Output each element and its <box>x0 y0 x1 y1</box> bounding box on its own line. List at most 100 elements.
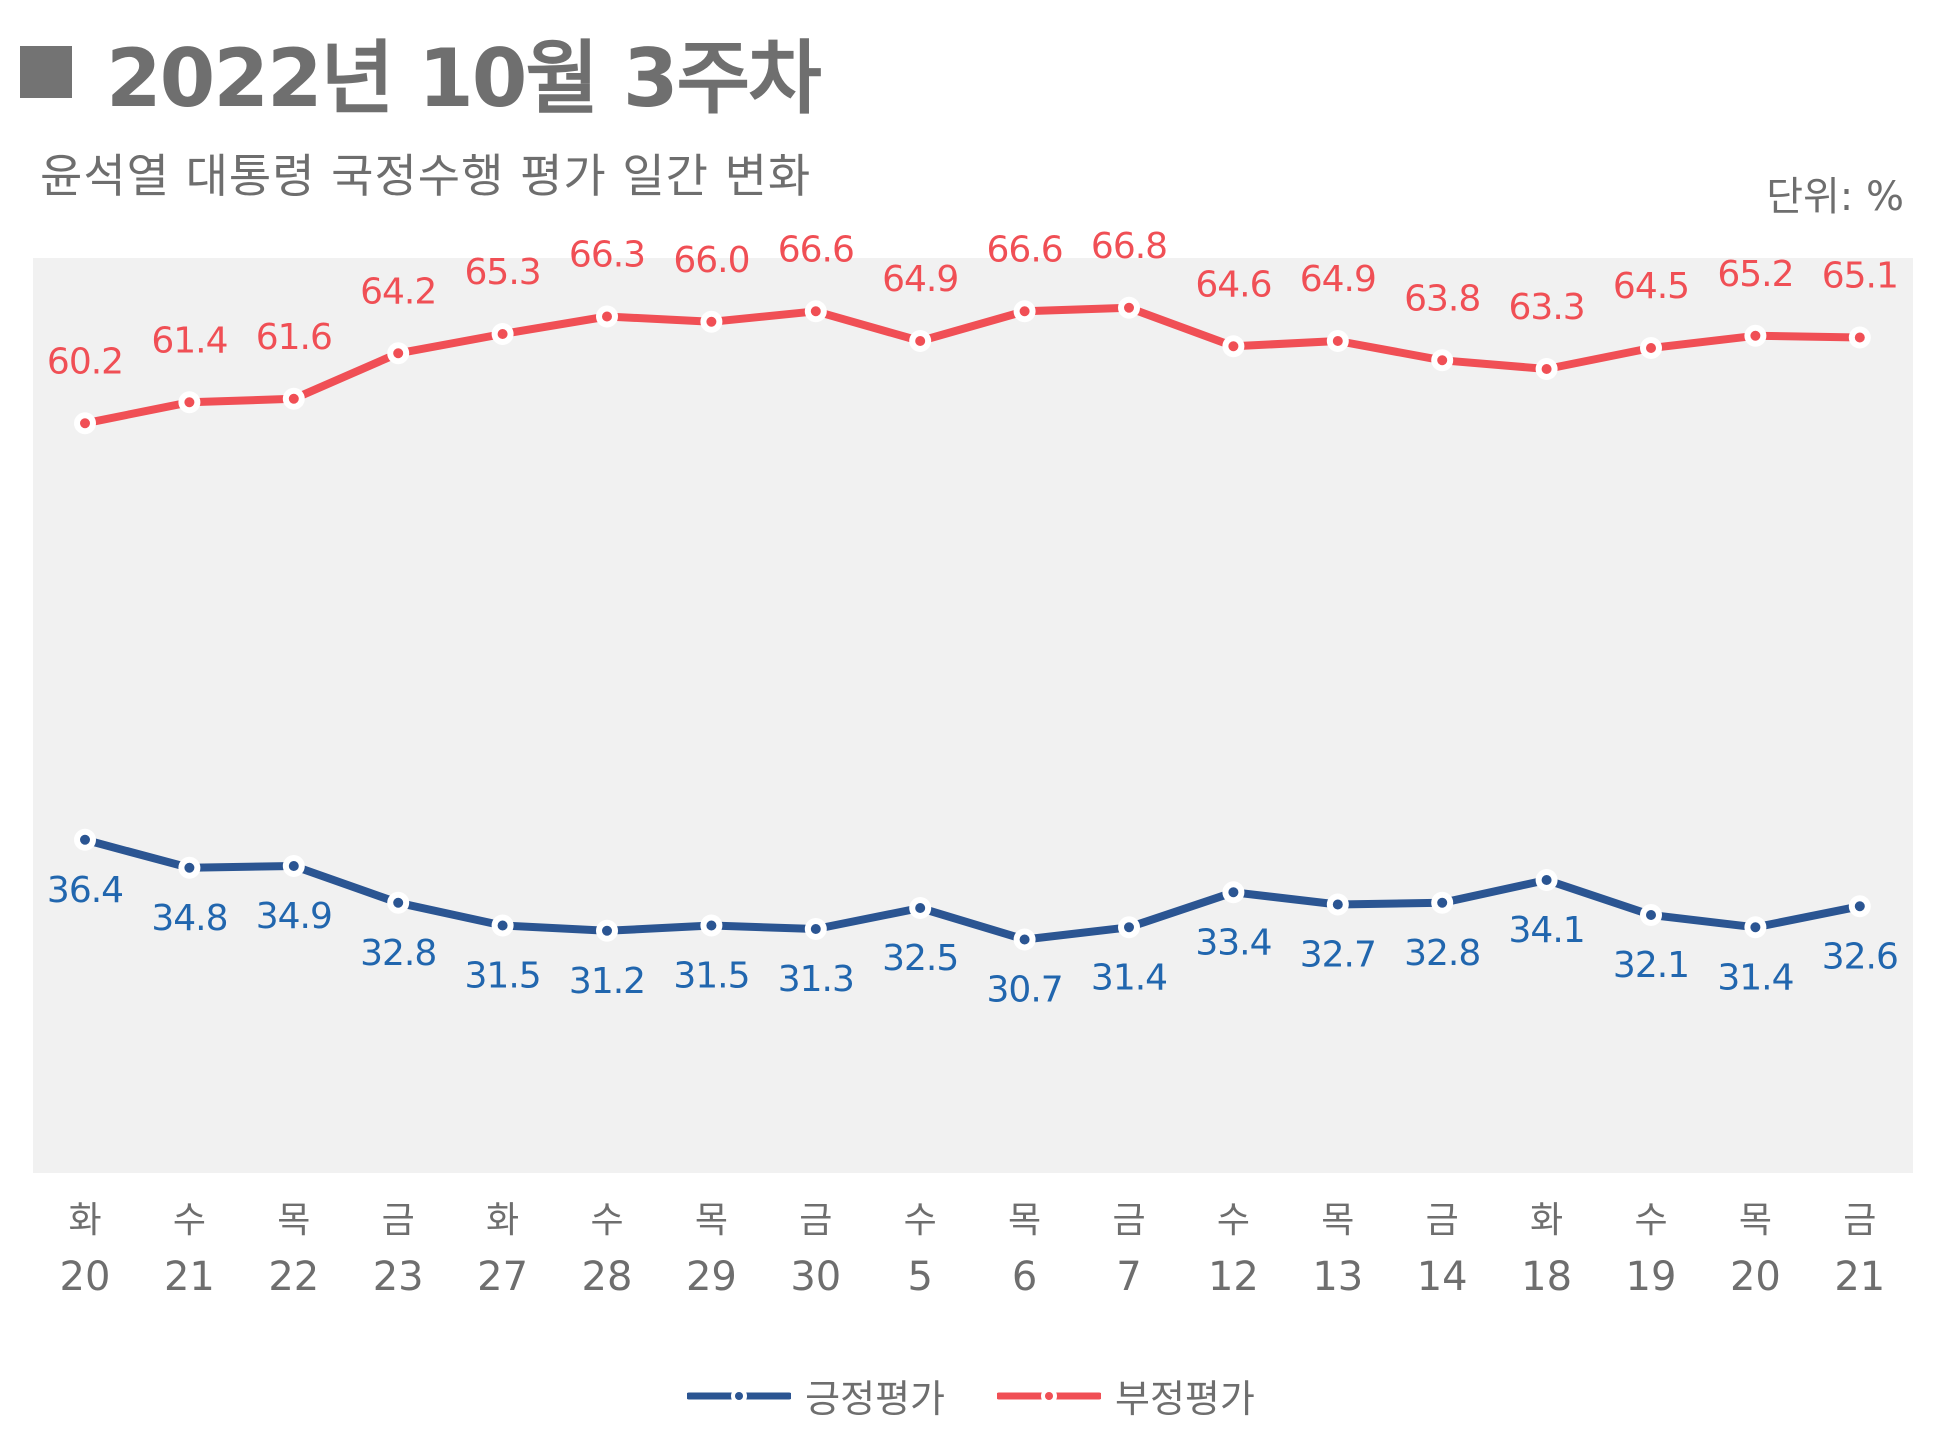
data-point-center-negative <box>497 329 508 340</box>
data-point-center-positive <box>1437 897 1448 908</box>
square-bullet-icon <box>20 46 72 98</box>
data-point-center-positive <box>1854 901 1865 912</box>
data-label-negative: 66.8 <box>1091 226 1167 267</box>
title-row: 2022년 10월 3주차 <box>20 22 822 125</box>
data-label-positive: 36.4 <box>47 870 123 911</box>
data-point-center-positive <box>706 920 717 931</box>
x-tick-date: 21 <box>1834 1254 1885 1300</box>
x-tick-weekday: 금 <box>799 1200 832 1241</box>
data-label-negative: 64.6 <box>1195 264 1271 305</box>
data-label-positive: 32.1 <box>1613 945 1689 986</box>
data-point-center-negative <box>1541 364 1552 375</box>
x-tick-date: 7 <box>1116 1254 1141 1300</box>
data-point-center-negative <box>393 348 404 359</box>
data-label-positive: 32.8 <box>1404 933 1480 974</box>
data-label-negative: 64.9 <box>882 259 958 300</box>
data-label-positive: 32.7 <box>1300 935 1376 976</box>
data-label-negative: 65.2 <box>1717 254 1793 295</box>
x-tick-weekday: 수 <box>1634 1200 1667 1241</box>
data-label-positive: 31.3 <box>778 959 854 1000</box>
line-chart: 화 20 수 21 목 22 금 23 화 27 수 28 목 29 금 30 수 5 목 6 금 7 수 12 목 13 금 14 화… <box>33 226 1913 1300</box>
x-tick-weekday: 금 <box>1112 1200 1145 1241</box>
data-label-negative: 60.2 <box>47 341 123 382</box>
data-point-center-negative <box>1228 341 1239 352</box>
data-point-center-negative <box>706 316 717 327</box>
data-label-positive: 33.4 <box>1195 922 1271 963</box>
data-point-center-negative <box>810 306 821 317</box>
data-label-positive: 30.7 <box>987 970 1063 1011</box>
data-point-center-positive <box>1332 899 1343 910</box>
series-line-negative <box>81 303 1864 428</box>
data-point-center-negative <box>915 336 926 347</box>
data-label-negative: 63.8 <box>1404 278 1480 319</box>
x-tick-weekday: 화 <box>1530 1200 1563 1241</box>
data-point-center-positive <box>915 903 926 914</box>
data-point-center-positive <box>393 897 404 908</box>
data-label-positive: 34.8 <box>151 898 227 939</box>
data-point-center-negative <box>1124 302 1134 313</box>
x-tick-date: 20 <box>1730 1254 1781 1300</box>
x-tick-date: 28 <box>582 1254 633 1300</box>
x-tick-weekday: 수 <box>173 1200 206 1241</box>
data-label-negative: 61.6 <box>256 317 332 358</box>
data-point-center-negative <box>602 311 612 322</box>
data-label-negative: 66.0 <box>673 240 749 281</box>
plot-area <box>33 258 1913 1173</box>
x-tick-weekday: 목 <box>1321 1200 1354 1241</box>
x-tick-weekday: 금 <box>1426 1200 1459 1241</box>
data-point-center-negative <box>1646 343 1656 354</box>
x-tick-date: 21 <box>164 1254 215 1300</box>
data-point-center-positive <box>602 925 612 936</box>
x-tick-date: 27 <box>477 1254 528 1300</box>
data-label-negative: 63.3 <box>1509 287 1585 328</box>
legend-negative-line-icon <box>997 1387 1101 1404</box>
unit-label: 단위: % <box>1766 174 1904 220</box>
data-label-negative: 66.3 <box>569 235 645 276</box>
x-tick-date: 14 <box>1417 1254 1468 1300</box>
data-point-center-positive <box>184 862 195 873</box>
data-label-positive: 34.9 <box>256 896 332 937</box>
series-line-positive <box>81 835 1864 944</box>
x-tick-date: 30 <box>790 1254 841 1300</box>
x-tick-weekday: 수 <box>904 1200 937 1241</box>
data-label-positive: 32.8 <box>360 933 436 974</box>
data-point-center-negative <box>1750 330 1761 341</box>
x-tick-date: 19 <box>1626 1254 1677 1300</box>
data-label-negative: 65.3 <box>465 252 541 293</box>
x-tick-date: 13 <box>1312 1254 1363 1300</box>
x-tick-weekday: 수 <box>590 1200 623 1241</box>
data-point-center-positive <box>1228 887 1239 898</box>
legend-positive-label: 긍정평가 <box>805 1377 945 1421</box>
data-point-center-positive <box>810 924 821 935</box>
data-point-center-negative <box>1332 336 1343 347</box>
data-label-positive: 32.6 <box>1822 936 1898 977</box>
data-label-negative: 64.2 <box>360 271 436 312</box>
legend-positive-line-icon <box>687 1387 792 1404</box>
legend-item-positive: 긍정평가 <box>687 1368 945 1423</box>
data-point-center-negative <box>1019 306 1030 317</box>
x-tick-date: 5 <box>907 1254 932 1300</box>
data-point-center-positive <box>497 920 508 931</box>
data-label-positive: 32.5 <box>882 938 958 979</box>
data-label-negative: 64.5 <box>1613 266 1689 307</box>
data-point-center-positive <box>1541 875 1552 886</box>
series-positive: 36.4 34.8 34.9 32.8 31.5 31.2 31.5 31.3 32.5 30.7… <box>47 828 1899 1011</box>
legend: 긍정평가 부정평가 <box>0 1368 1942 1423</box>
data-point-center-negative <box>1437 355 1448 366</box>
data-label-positive: 31.5 <box>465 956 541 997</box>
legend-item-negative: 부정평가 <box>997 1368 1255 1423</box>
legend-negative-label: 부정평가 <box>1115 1377 1255 1421</box>
data-point-center-positive <box>288 861 299 872</box>
series-negative: 60.2 61.4 61.6 64.2 65.3 66.3 66.0 66.6 64.9 66.6… <box>47 226 1899 435</box>
data-label-negative: 65.1 <box>1822 256 1898 297</box>
x-tick-weekday: 수 <box>1217 1200 1250 1241</box>
data-label-positive: 31.4 <box>1091 957 1167 998</box>
x-tick-weekday: 금 <box>1843 1200 1876 1241</box>
chart-subtitle: 윤석열 대통령 국정수행 평가 일간 변화 <box>40 149 812 203</box>
x-tick-date: 22 <box>268 1254 319 1300</box>
x-tick-weekday: 목 <box>1739 1200 1772 1241</box>
data-label-negative: 64.9 <box>1300 259 1376 300</box>
x-tick-date: 23 <box>373 1254 424 1300</box>
x-tick-weekday: 화 <box>486 1200 519 1241</box>
x-tick-date: 6 <box>1012 1254 1037 1300</box>
